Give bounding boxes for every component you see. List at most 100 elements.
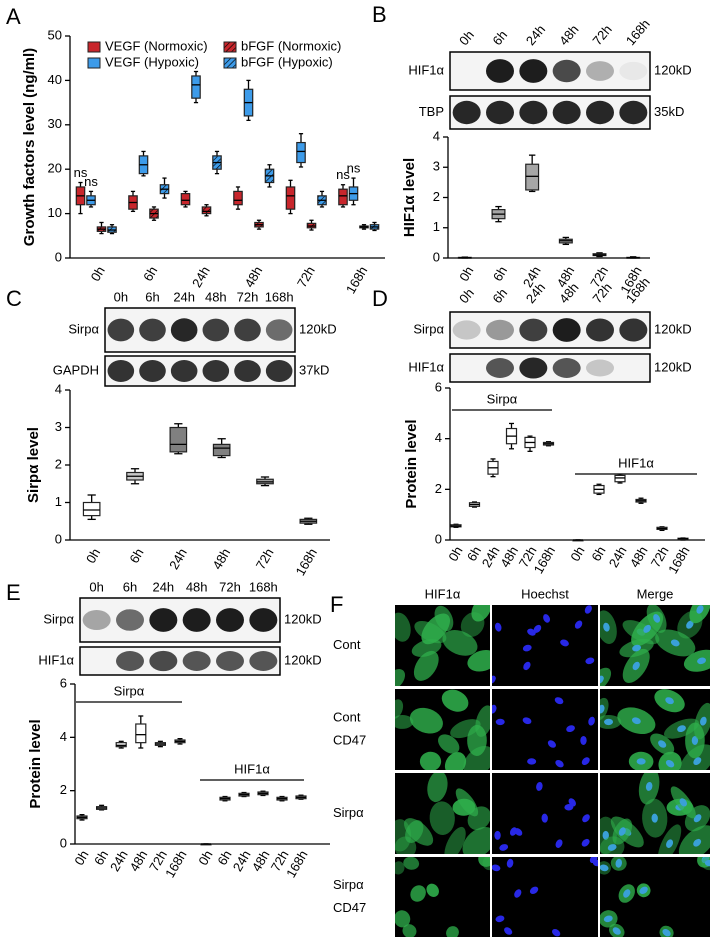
y-axis-label: Growth factors level (ng/ml): [21, 48, 38, 246]
cell: [442, 630, 478, 656]
y-tick-label: 2: [60, 782, 67, 797]
nucleus: [492, 704, 497, 714]
nucleus: [527, 758, 537, 765]
cell: [405, 820, 424, 843]
micrograph: [492, 857, 598, 937]
nucleus: [607, 844, 617, 851]
blot-band: [519, 357, 548, 379]
blot-band: [265, 319, 293, 341]
blot-band: [216, 608, 244, 632]
y-tick-label: 0: [55, 249, 62, 264]
group-label: Sirpα: [487, 391, 518, 406]
nucleus: [568, 798, 576, 807]
blot-row-label: Sirpα: [68, 321, 99, 336]
y-axis-label: HIF1α level: [401, 158, 418, 237]
nucleus: [677, 725, 686, 733]
nucleus: [560, 639, 569, 647]
blot-band: [452, 100, 481, 125]
column-header: HIF1α: [425, 586, 461, 601]
x-tick-label: 48h: [497, 544, 521, 570]
y-tick-label: 2: [433, 189, 440, 204]
nucleus: [636, 758, 646, 765]
blot-band: [116, 609, 144, 631]
x-tick-label: 72h: [294, 264, 318, 290]
y-tick-label: 0: [433, 249, 440, 264]
box: [82, 501, 101, 517]
cell: [434, 605, 454, 632]
box: [115, 742, 127, 748]
micrograph: [395, 689, 490, 770]
lane-label: 72h: [589, 22, 614, 48]
x-tick-label: 168h: [283, 848, 310, 881]
blot-band: [552, 100, 581, 125]
cell: [467, 650, 490, 672]
cell: [463, 745, 490, 770]
blot-size-label: 120kD: [284, 611, 322, 626]
blot-band: [249, 651, 278, 671]
y-tick-label: 40: [48, 72, 62, 87]
y-tick-label: 6: [435, 379, 442, 394]
x-tick-label: 48h: [241, 264, 265, 290]
nucleus: [514, 889, 522, 898]
y-tick-label: 0: [435, 531, 442, 546]
y-tick-label: 4: [60, 729, 67, 744]
lane-label: 24h: [152, 579, 174, 594]
cell: [395, 699, 404, 719]
blot-band: [170, 318, 198, 342]
blot-size-label: 120kD: [654, 62, 692, 77]
nucleus: [653, 614, 661, 623]
nucleus: [509, 827, 518, 836]
box: [338, 188, 348, 206]
x-tick-label: 24h: [166, 546, 190, 572]
nucleus: [547, 740, 556, 748]
nucleus: [696, 605, 704, 614]
nucleus: [602, 830, 609, 840]
cell: [482, 857, 490, 871]
nucleus: [492, 864, 501, 872]
cell: [411, 639, 442, 657]
blot-band: [216, 651, 244, 671]
nucleus: [704, 859, 710, 867]
micrograph: [600, 689, 710, 770]
y-tick-label: 6: [60, 675, 67, 690]
lane-label: 72h: [219, 579, 241, 594]
legend-swatch: [223, 41, 237, 53]
lane-label: 72h: [237, 289, 259, 304]
nucleus: [495, 718, 505, 726]
cell: [395, 714, 414, 729]
lane-label: 6h: [489, 285, 510, 306]
blot-strip: [79, 597, 281, 643]
row-label: Sirpα: [333, 805, 364, 820]
blot-band: [452, 320, 481, 340]
micrograph: [492, 689, 598, 770]
x-tick-label: 6h: [214, 848, 234, 868]
nucleus: [536, 781, 543, 791]
group-label: Sirpα: [114, 683, 145, 698]
cell: [438, 734, 460, 754]
nucleus: [581, 838, 590, 847]
row-label: CD47: [333, 732, 366, 747]
legend-label: VEGF (Normoxic): [105, 38, 208, 53]
blot-band: [519, 59, 548, 83]
nucleus: [658, 740, 667, 748]
nucleus: [693, 757, 702, 765]
nucleus: [584, 605, 592, 614]
cell: [402, 924, 417, 937]
x-tick-label: 24h: [606, 544, 630, 570]
y-tick-label: 1: [55, 494, 62, 509]
cell: [455, 788, 479, 817]
x-tick-label: 168h: [162, 848, 189, 881]
x-tick-label: 168h: [292, 546, 319, 579]
nucleus: [523, 661, 531, 671]
row-label: Cont: [333, 637, 361, 652]
x-tick-label: 0h: [83, 546, 103, 566]
nucleus: [693, 838, 702, 847]
nucleus: [651, 813, 658, 823]
nucleus: [600, 704, 605, 714]
nucleus: [612, 927, 621, 935]
blot-band: [519, 100, 548, 125]
blot-band: [265, 360, 293, 382]
blot-band: [486, 358, 514, 378]
blot-size-label: 120kD: [284, 652, 322, 667]
blot-size-label: 35kD: [654, 104, 684, 119]
